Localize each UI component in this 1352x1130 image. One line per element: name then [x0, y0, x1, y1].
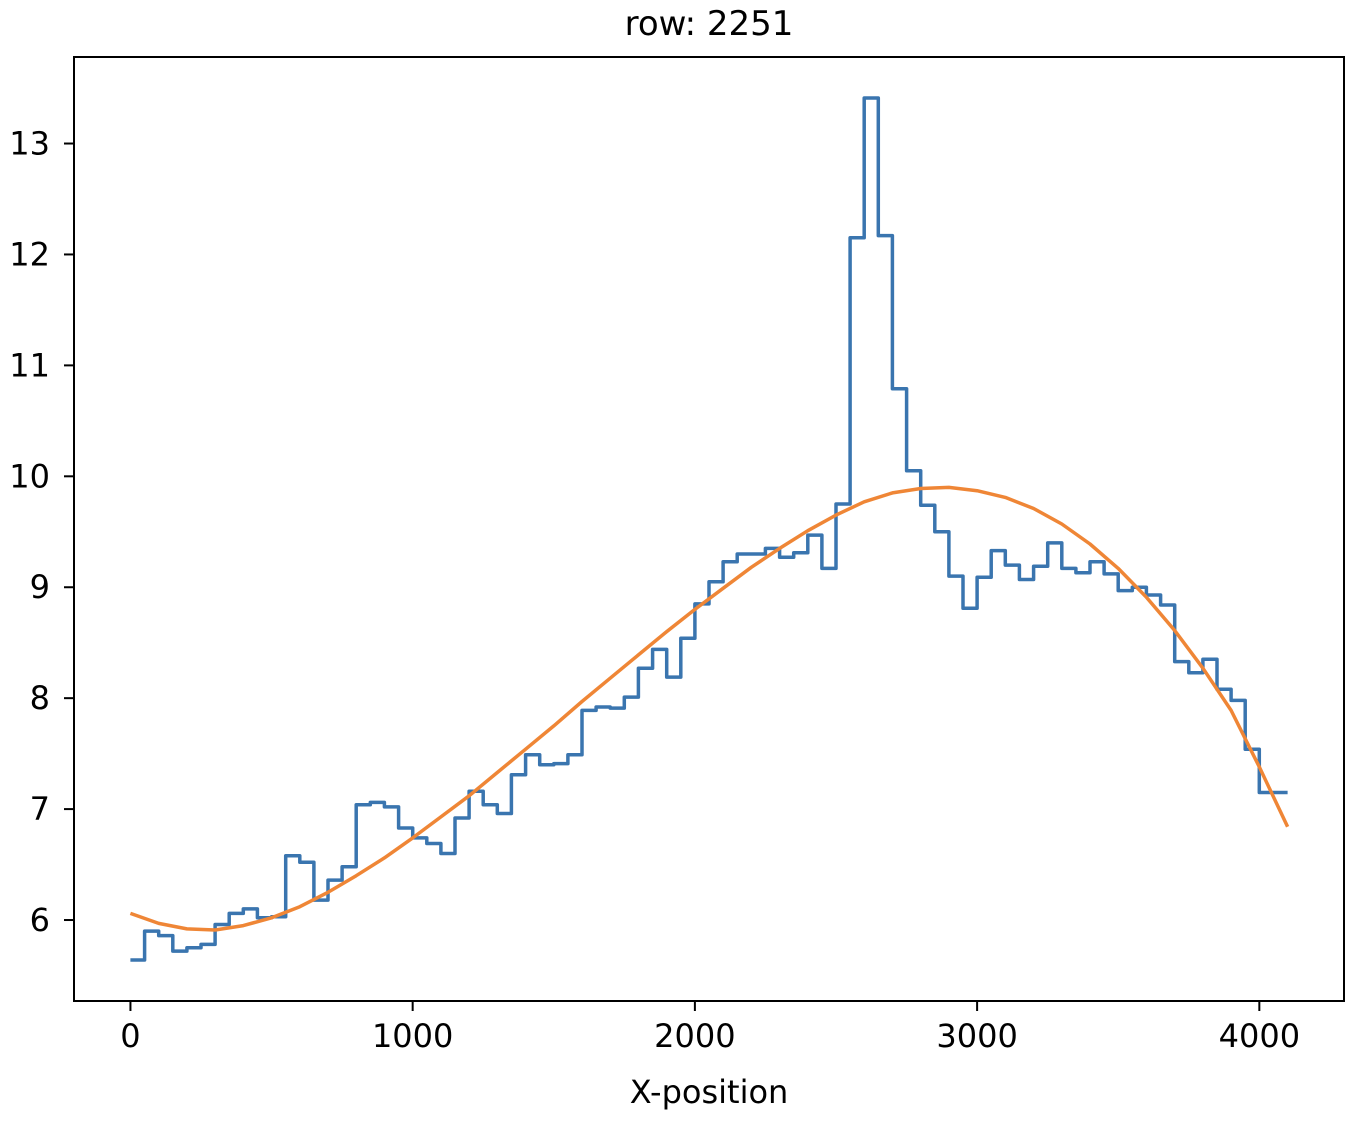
- y-tick-label: 10: [9, 457, 50, 495]
- fit-curve-line: [129, 485, 1290, 932]
- x-tick-label: 1000: [372, 1017, 453, 1055]
- y-tick-label: 8: [30, 679, 50, 717]
- chart-title: row: 2251: [625, 4, 794, 44]
- y-tick-label: 6: [30, 901, 50, 939]
- plot-area: [74, 57, 1344, 1001]
- x-axis-label: X-position: [630, 1073, 789, 1111]
- plot-frame: [73, 56, 1345, 1002]
- x-axis: 0 1000 2000 3000 4000: [120, 1001, 1300, 1055]
- y-tick-label: 12: [9, 235, 50, 273]
- y-axis: 6 7 8 9 10 11 12 13: [9, 125, 74, 939]
- x-tick-label: 0: [120, 1017, 140, 1055]
- y-tick-label: 7: [30, 790, 50, 828]
- x-tick-label: 2000: [654, 1017, 735, 1055]
- x-tick-label: 4000: [1219, 1017, 1300, 1055]
- series-layer: [129, 96, 1290, 962]
- y-tick-label: 11: [9, 346, 50, 384]
- x-tick-label: 3000: [936, 1017, 1017, 1055]
- y-tick-label: 9: [30, 568, 50, 606]
- y-tick-label: 13: [9, 125, 50, 163]
